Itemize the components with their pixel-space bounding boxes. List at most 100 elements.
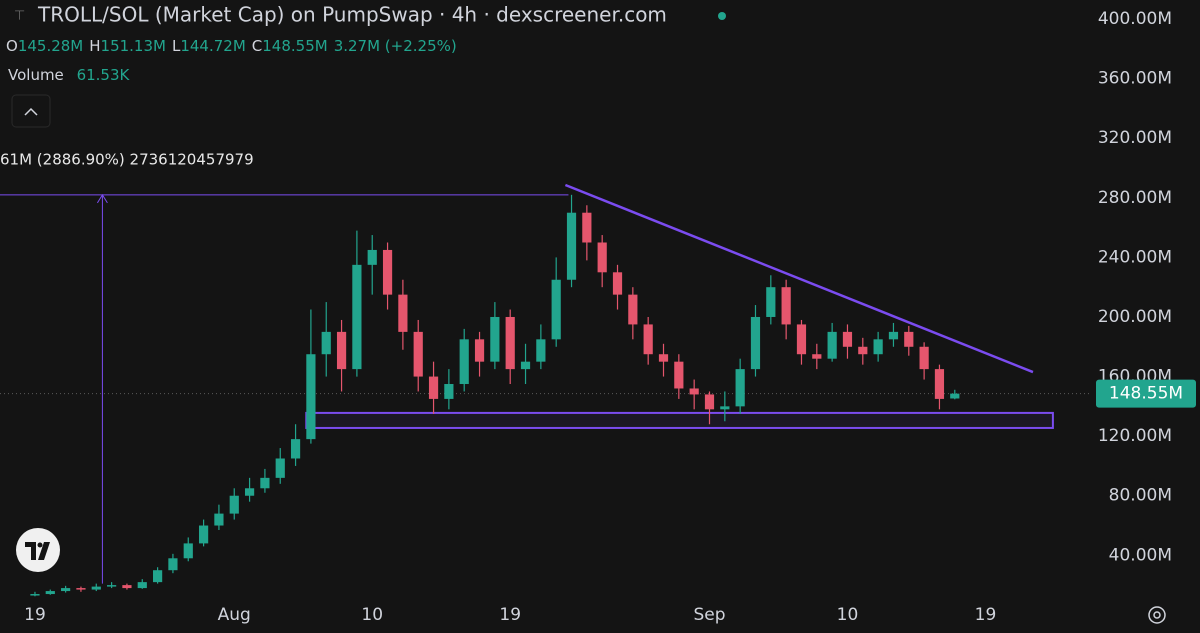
candle-body — [919, 346, 929, 370]
candle-body — [444, 384, 454, 399]
candle-body — [490, 316, 500, 362]
collapse-button-box[interactable] — [11, 94, 51, 128]
trendline — [564, 183, 1034, 374]
candle-body — [91, 586, 101, 590]
candle-body — [520, 361, 531, 370]
y-tick-label: 280.00M — [1098, 188, 1172, 208]
candle-body — [628, 294, 638, 325]
y-tick-label: 320.00M — [1098, 128, 1172, 148]
status-dot — [718, 12, 726, 20]
candle-body — [658, 354, 669, 362]
candle-body — [796, 324, 807, 355]
candle-body — [107, 585, 117, 587]
volume-value: 61.53K — [77, 66, 131, 84]
candle-body — [612, 272, 623, 295]
symbol-icon: ⊤ — [14, 9, 25, 24]
x-tick-label: 19 — [24, 605, 46, 625]
candle-body — [45, 591, 55, 595]
candle-body — [76, 588, 86, 590]
candle-body — [842, 331, 853, 347]
candle-body — [904, 331, 914, 347]
candle-body — [674, 361, 684, 389]
settings-gear-center[interactable] — [1153, 611, 1161, 619]
collapse-button[interactable] — [11, 94, 51, 128]
candle-body — [290, 439, 301, 459]
candle-body — [382, 249, 393, 295]
candle-body — [812, 354, 822, 359]
candle-body — [735, 369, 745, 407]
candle-body — [336, 331, 347, 370]
logo-dot[interactable] — [37, 542, 43, 548]
ohlc-key: O — [6, 37, 18, 55]
candle-body — [30, 594, 40, 596]
candle-body — [858, 346, 868, 355]
x-tick-label: Sep — [693, 605, 725, 625]
candle-body — [781, 287, 791, 325]
settings-gear[interactable] — [1148, 606, 1166, 624]
ohlc-value: 151.13M — [101, 37, 166, 55]
ohlc-key: C — [252, 37, 262, 55]
change-value: 3.27M (+2.25%) — [334, 37, 457, 55]
ohlc-value: 144.72M — [180, 37, 245, 55]
ohlc-key: H — [89, 37, 100, 55]
y-tick-label: 360.00M — [1098, 69, 1172, 89]
candle-body — [122, 585, 132, 589]
ohlc-value: 145.28M — [18, 37, 83, 55]
candle-body — [827, 331, 837, 359]
candle-body — [750, 316, 761, 370]
candle-body — [413, 331, 423, 377]
ohlc-key: L — [172, 37, 181, 55]
candle-body — [766, 287, 776, 317]
candle-body — [459, 339, 469, 385]
last-price-label: 148.55M — [1109, 384, 1183, 404]
last-price-tag — [1096, 379, 1196, 408]
y-tick-label: 40.00M — [1109, 545, 1172, 565]
candle-body — [275, 458, 285, 478]
measure-arrowhead — [96, 193, 108, 204]
measure-label: 61M (2886.90%) 2736120457979 — [0, 151, 254, 169]
x-tick-label: 10 — [837, 605, 859, 625]
y-tick-label: 80.00M — [1109, 486, 1172, 506]
candle-body — [183, 543, 193, 559]
candle-body — [321, 331, 331, 355]
candle-body — [152, 570, 163, 583]
x-tick-label: 10 — [361, 605, 383, 625]
logo-glyph[interactable] — [25, 542, 50, 560]
candle-body — [352, 264, 362, 370]
candle-body — [505, 316, 515, 370]
candle-body — [597, 242, 607, 273]
candle-body — [428, 376, 439, 399]
candle-body — [873, 339, 883, 355]
candle-body — [306, 354, 316, 440]
logo-circle[interactable] — [16, 528, 60, 572]
volume-label: Volume — [8, 66, 64, 84]
support-zone — [305, 411, 1054, 429]
y-tick-label: 200.00M — [1098, 307, 1172, 327]
candle-body — [168, 558, 178, 571]
ohlc-value: 148.55M — [262, 37, 327, 55]
ohlc-legend: O145.28M H151.13M L144.72M C148.55M 3.27M (+… — [6, 37, 457, 55]
collapse-chevron[interactable] — [24, 107, 38, 116]
candle-body — [198, 525, 209, 544]
candle-body — [229, 495, 239, 514]
candle-body — [398, 294, 408, 332]
candle-body — [61, 588, 71, 592]
candle-body — [260, 477, 270, 489]
candle-body — [566, 212, 577, 280]
settings-button[interactable] — [1148, 606, 1166, 624]
y-tick-label: 400.00M — [1098, 9, 1172, 29]
candle-body — [950, 393, 960, 399]
y-tick-label: 240.00M — [1098, 247, 1172, 267]
candle-body — [474, 339, 485, 362]
candle-body — [551, 279, 561, 340]
candle-body — [689, 388, 699, 395]
candle-body — [367, 249, 377, 265]
y-tick-label: 120.00M — [1098, 426, 1172, 446]
candle-body — [643, 324, 653, 355]
candle-body — [888, 331, 899, 340]
tradingview-logo[interactable] — [16, 528, 60, 572]
chart-title: TROLL/SOL (Market Cap) on PumpSwap · 4h … — [37, 3, 667, 27]
plot-area — [0, 183, 1090, 597]
